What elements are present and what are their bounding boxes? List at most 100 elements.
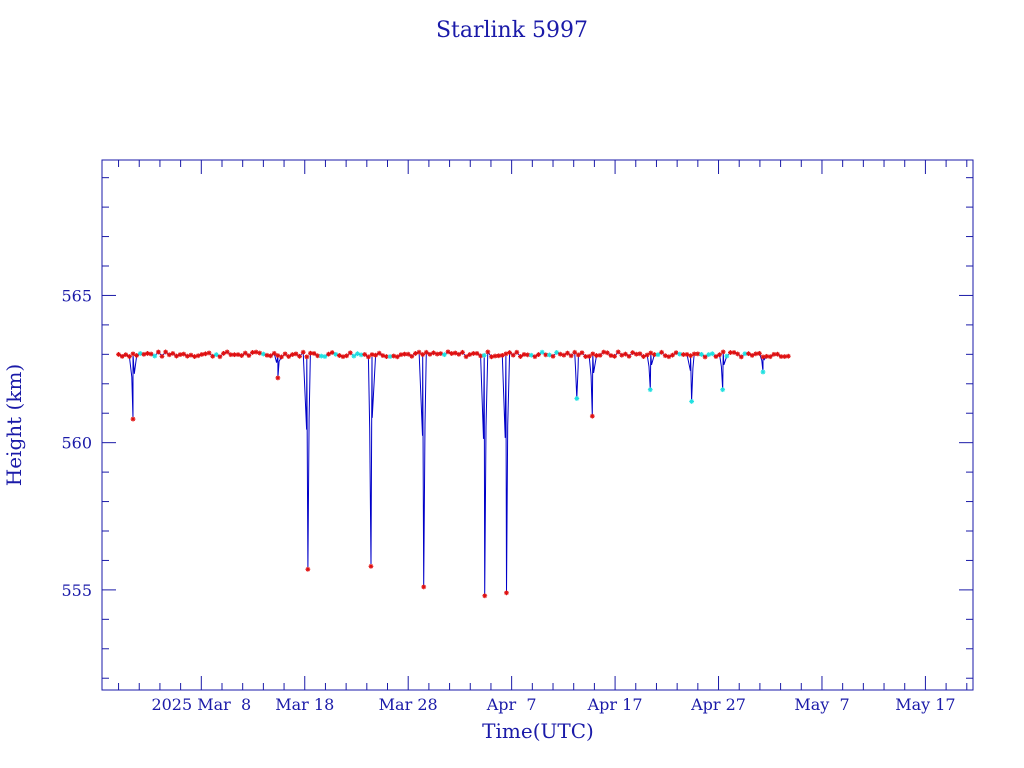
y-tick-label: 560 — [61, 434, 92, 453]
data-point — [460, 349, 465, 355]
y-tick-label: 565 — [61, 286, 92, 305]
data-point — [756, 350, 762, 356]
data-point — [210, 353, 216, 359]
data-point — [557, 351, 563, 357]
data-point — [670, 352, 675, 358]
data-point — [391, 353, 397, 359]
data-point — [326, 351, 331, 357]
data-point — [369, 352, 375, 357]
data-point — [572, 349, 578, 355]
data-point — [116, 351, 121, 357]
data-point — [127, 354, 132, 359]
data-point — [409, 353, 415, 359]
data-point — [152, 353, 158, 359]
data-point — [420, 352, 426, 357]
data-point — [145, 351, 150, 356]
data-point — [398, 352, 404, 358]
data-point — [463, 354, 469, 360]
data-point — [514, 349, 520, 355]
data-point — [590, 351, 596, 357]
x-tick-label: Mar 18 — [275, 695, 334, 714]
data-point — [731, 350, 737, 355]
data-point — [554, 350, 560, 355]
data-point — [405, 351, 411, 357]
data-point — [217, 354, 223, 360]
data-point — [365, 354, 371, 360]
data-point — [699, 351, 704, 357]
data-point — [583, 354, 589, 359]
data-point — [130, 351, 136, 357]
data-point — [568, 353, 574, 359]
data-point — [691, 351, 697, 357]
data-point — [148, 351, 154, 357]
data-point — [561, 352, 567, 358]
data-point — [163, 349, 169, 355]
x-tick-label: Apr 17 — [587, 695, 643, 714]
data-point — [713, 354, 719, 359]
x-tick-label: May 17 — [895, 695, 955, 714]
data-point — [550, 353, 556, 359]
data-point — [738, 354, 744, 360]
data-point — [633, 351, 639, 357]
data-point — [123, 352, 129, 358]
data-point — [257, 350, 263, 356]
data-point — [268, 353, 274, 359]
data-point — [478, 353, 484, 359]
data-point — [467, 352, 473, 357]
data-point — [504, 590, 509, 596]
y-tick-label: 555 — [61, 581, 92, 600]
data-point — [394, 354, 400, 360]
data-point — [546, 352, 552, 358]
data-point — [192, 354, 197, 359]
data-point — [286, 354, 292, 359]
data-point — [702, 354, 708, 360]
data-point — [630, 350, 636, 356]
data-point — [119, 353, 125, 359]
data-point — [601, 349, 607, 355]
data-point — [246, 353, 252, 358]
data-point — [720, 387, 726, 393]
data-point — [647, 387, 653, 393]
data-point — [373, 352, 379, 358]
data-point — [503, 351, 509, 357]
data-point — [242, 350, 248, 356]
data-point — [184, 353, 190, 359]
data-point — [199, 352, 205, 357]
data-point — [275, 353, 281, 358]
x-tick-label: Mar 28 — [379, 695, 438, 714]
data-point — [481, 352, 487, 358]
data-point — [416, 349, 422, 355]
plot-frame — [101, 159, 974, 691]
x-axis-label: Time(UTC) — [482, 719, 594, 743]
data-point — [188, 352, 194, 358]
data-point — [673, 350, 679, 356]
data-point — [689, 399, 695, 404]
data-point — [510, 352, 516, 358]
data-point — [380, 353, 386, 358]
data-point — [213, 352, 219, 357]
y-axis: 555 560 565 — [61, 177, 973, 679]
data-point — [318, 353, 324, 359]
data-point — [253, 349, 259, 355]
data-point — [456, 351, 462, 357]
data-point — [499, 352, 505, 358]
data-point — [532, 354, 538, 360]
data-point — [329, 350, 335, 355]
data-point — [785, 353, 791, 359]
data-point — [275, 375, 281, 381]
data-point — [717, 352, 722, 358]
data-point — [421, 584, 427, 590]
data-point — [170, 351, 176, 356]
data-point — [644, 352, 650, 358]
data-point — [445, 349, 451, 355]
data-point — [337, 353, 342, 358]
data-point — [688, 353, 693, 359]
x-tick-label: Apr 27 — [690, 695, 746, 714]
data-point — [655, 352, 661, 358]
data-point — [623, 351, 628, 357]
data-point — [539, 349, 545, 355]
data-point — [648, 350, 654, 356]
data-point — [489, 354, 494, 360]
data-point — [362, 352, 368, 357]
data-point — [767, 354, 773, 360]
